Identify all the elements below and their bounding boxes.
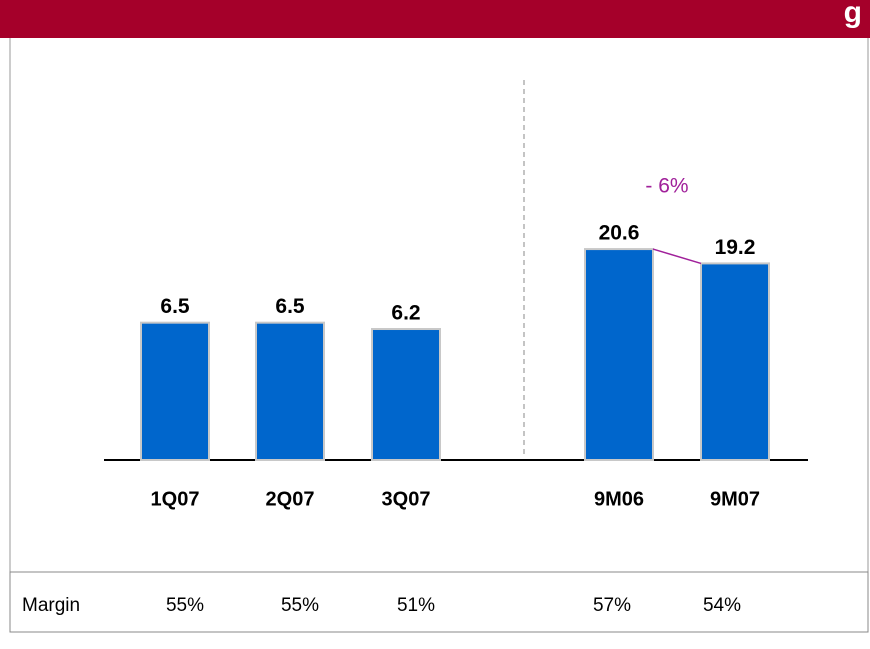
x-tick-label: 1Q07 (151, 488, 200, 510)
x-tick-label: 3Q07 (382, 488, 431, 510)
margin-cell: 57% (593, 595, 631, 616)
margin-cell: 55% (166, 595, 204, 616)
value-label: 6.5 (160, 295, 190, 318)
header-title: g (844, 0, 862, 29)
margin-label: Margin (22, 595, 80, 616)
change-line (652, 248, 702, 265)
margin-cell: 54% (703, 595, 741, 616)
value-label: 20.6 (599, 222, 640, 245)
bar (371, 328, 441, 462)
change-annotation: - 6% (645, 175, 688, 198)
value-label: 6.2 (391, 302, 420, 325)
value-label: 6.5 (275, 295, 305, 318)
header-bar (0, 0, 870, 38)
value-label: 19.2 (715, 236, 756, 259)
margin-cell: 55% (281, 595, 319, 616)
margin-cell: 51% (397, 595, 435, 616)
x-tick-label: 2Q07 (266, 488, 315, 510)
margin-table (9, 571, 869, 633)
bar (255, 321, 325, 461)
x-tick-label: 9M07 (710, 488, 760, 510)
x-tick-label: 9M06 (594, 488, 644, 510)
bar (700, 262, 770, 461)
bar (584, 248, 654, 461)
bar (140, 321, 210, 461)
